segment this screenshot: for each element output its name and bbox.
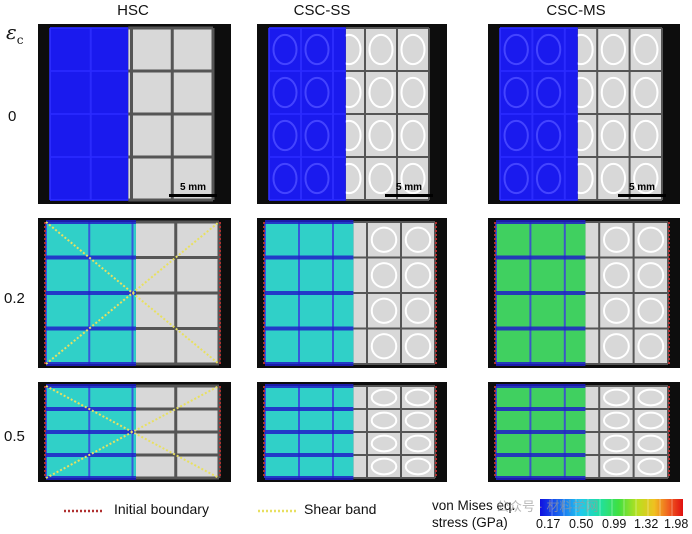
strain-symbol: ε [6,20,17,44]
panel-csc-ss-strain-0-2 [257,218,447,368]
panel-hsc-strain-0: 5 mm [38,24,231,204]
row-label-strain-0-5: 0.5 [4,428,25,445]
column-title-hsc: HSC [117,2,149,19]
scale-bar-hsc: 5 mm [169,182,217,197]
scale-bar-line [385,194,433,197]
panel-csc-ss-strain-0-5 [257,382,447,482]
scale-bar-line [169,194,217,197]
scale-bar-csc-ms: 5 mm [618,182,666,197]
column-title-csc-ss: CSC-SS [293,2,351,19]
strain-subscript: c [16,33,24,47]
colorbar-tick-2: 0.50 [569,517,594,531]
column-title-csc-ms: CSC-MS [546,2,606,19]
panel-hsc-strain-0-2 [38,218,231,368]
panel-csc-ms-strain-0-2 [488,218,680,368]
panel-hsc-strain-0-5 [38,382,231,482]
row-label-strain-0-2: 0.2 [4,290,25,307]
row-label-strain-0: 0 [8,108,17,125]
scale-bar-label: 5 mm [395,182,423,193]
panel-csc-ms-strain-0: 5 mm [488,24,680,204]
colorbar-tick-3: 0.99 [602,517,627,531]
shear-band-legend-label: Shear band [304,501,377,517]
scale-bar-label: 5 mm [628,182,656,193]
strain-axis-label: εc [6,20,23,47]
panel-csc-ms-strain-0-5 [488,382,680,482]
colorbar-title-line1: von Mises eq. [432,498,516,513]
initial-boundary-legend-line [64,509,104,513]
colorbar-tick-4: 1.32 [634,517,659,531]
stress-colorbar [540,499,683,516]
panel-csc-ss-strain-0: 5 mm [257,24,447,204]
initial-boundary-legend-label: Initial boundary [114,501,209,517]
shear-band-legend-line [258,509,298,513]
scale-bar-label: 5 mm [179,182,207,193]
scale-bar-line [618,194,666,197]
watermark: 公众号 · 材料学网 [496,499,599,514]
colorbar-tick-5: 1.98 [664,517,689,531]
colorbar-tick-1: 0.17 [536,517,561,531]
scale-bar-csc-ss: 5 mm [385,182,433,197]
colorbar-title-line2: stress (GPa) [432,515,508,530]
